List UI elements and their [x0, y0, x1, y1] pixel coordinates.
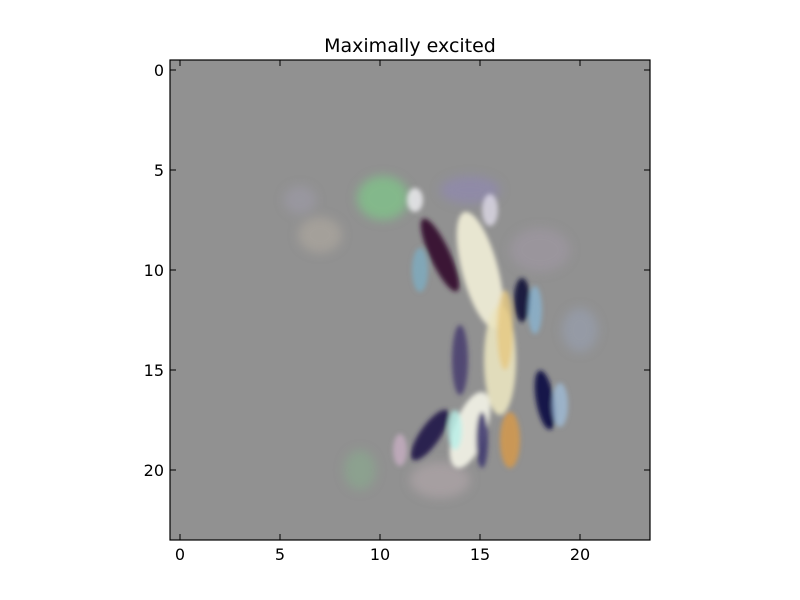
x-tick-label-15: 15	[470, 545, 490, 564]
x-tick-label-5: 5	[275, 545, 285, 564]
x-tick-label-0: 0	[175, 545, 185, 564]
ticks	[170, 60, 650, 540]
y-tick-label-20: 20	[144, 461, 164, 480]
y-tick-labels: 0 5 10 15 20	[144, 61, 164, 480]
y-tick-label-0: 0	[154, 61, 164, 80]
x-tick-label-20: 20	[570, 545, 590, 564]
x-tick-labels: 0 5 10 15 20	[175, 545, 590, 564]
x-tick-label-10: 10	[370, 545, 390, 564]
y-tick-label-15: 15	[144, 361, 164, 380]
excitation-pattern	[284, 176, 598, 498]
plot-title: Maximally excited	[324, 35, 496, 57]
image-background	[170, 60, 650, 540]
y-tick-label-10: 10	[144, 261, 164, 280]
axes-frame	[169, 59, 651, 541]
y-tick-label-5: 5	[154, 161, 164, 180]
